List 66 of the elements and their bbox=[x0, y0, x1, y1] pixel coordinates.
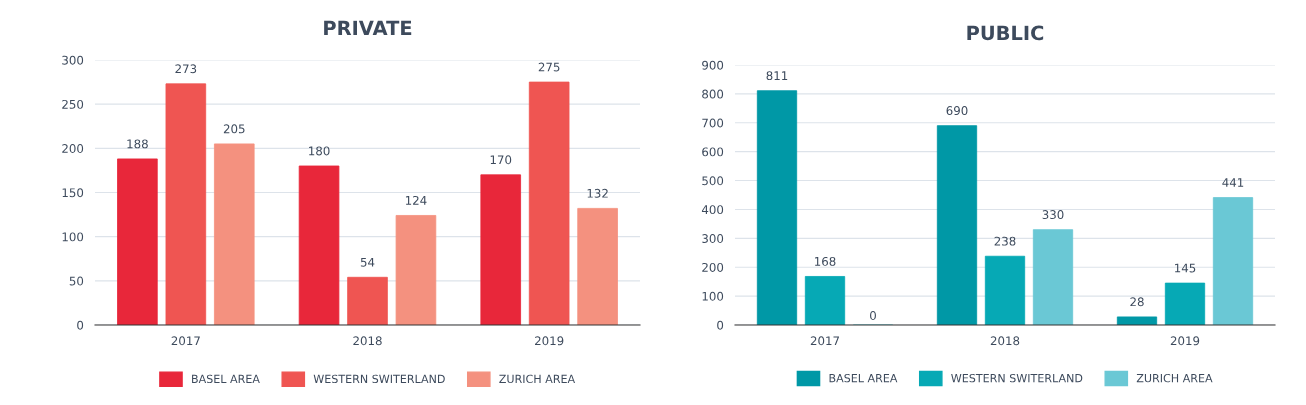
x-tick-label: 2019 bbox=[535, 336, 564, 346]
legend-label: BASEL AREA bbox=[192, 374, 260, 384]
bar bbox=[804, 276, 846, 325]
bar bbox=[1212, 197, 1254, 325]
legend-label: WESTERN SWITERLAND bbox=[951, 373, 1083, 383]
legend-label: ZURICH AREA bbox=[1136, 373, 1213, 383]
legend-label: ZURICH AREA bbox=[499, 374, 576, 384]
x-tick-label: 2017 bbox=[810, 336, 840, 346]
data-label: 180 bbox=[309, 146, 330, 156]
y-tick-label: 200 bbox=[702, 262, 724, 272]
legend-label: BASEL AREA bbox=[829, 373, 898, 383]
bar bbox=[298, 165, 340, 325]
x-tick-label: 2019 bbox=[1170, 336, 1200, 346]
data-label: 28 bbox=[1130, 297, 1144, 307]
bar bbox=[117, 158, 158, 325]
data-label: 330 bbox=[1042, 210, 1064, 220]
y-tick-label: 200 bbox=[62, 144, 84, 153]
y-tick-label: 900 bbox=[702, 60, 724, 70]
data-label: 124 bbox=[405, 195, 427, 205]
bar bbox=[214, 143, 255, 325]
y-tick-label: 400 bbox=[701, 205, 724, 215]
y-tick-label: 800 bbox=[702, 89, 724, 99]
data-label: 145 bbox=[1175, 263, 1196, 273]
data-label: 54 bbox=[360, 257, 375, 267]
y-tick-label: 600 bbox=[702, 147, 724, 157]
data-label: 0 bbox=[870, 311, 876, 320]
data-label: 275 bbox=[538, 62, 560, 72]
data-label: 238 bbox=[994, 236, 1016, 246]
x-tick-label: 2018 bbox=[353, 336, 382, 346]
bar bbox=[347, 276, 388, 325]
data-label: 188 bbox=[127, 139, 148, 149]
data-label: 273 bbox=[175, 64, 197, 74]
bar bbox=[165, 83, 207, 325]
bar bbox=[1032, 229, 1074, 325]
y-tick-label: 0 bbox=[77, 320, 84, 330]
x-tick-label: 2018 bbox=[990, 336, 1020, 346]
y-tick-label: 700 bbox=[702, 118, 724, 128]
bar bbox=[395, 215, 437, 325]
y-tick-label: 0 bbox=[717, 320, 724, 330]
legend-label: WESTERN SWITERLAND bbox=[313, 374, 445, 384]
y-tick-label: 100 bbox=[62, 232, 84, 242]
bar bbox=[528, 81, 570, 325]
bar bbox=[936, 125, 978, 325]
data-label: 132 bbox=[587, 188, 608, 198]
y-tick-label: 150 bbox=[62, 188, 84, 198]
bar bbox=[1116, 316, 1158, 325]
y-tick-label: 300 bbox=[62, 55, 84, 65]
bar bbox=[756, 90, 798, 325]
chart-title: PRIVATE bbox=[324, 20, 412, 35]
data-label: 168 bbox=[815, 256, 836, 266]
data-label: 690 bbox=[946, 106, 968, 116]
bar bbox=[984, 255, 1026, 325]
chart-title: PUBLIC bbox=[967, 25, 1044, 41]
bar bbox=[1164, 282, 1206, 325]
bar bbox=[480, 174, 521, 325]
data-label: 170 bbox=[490, 155, 512, 165]
bar bbox=[577, 207, 618, 325]
y-tick-label: 100 bbox=[702, 291, 724, 301]
data-label: 205 bbox=[223, 124, 245, 134]
data-label: 811 bbox=[766, 71, 788, 81]
x-tick-label: 2017 bbox=[171, 336, 200, 346]
y-tick-label: 50 bbox=[69, 276, 84, 286]
data-label: 441 bbox=[1222, 178, 1244, 187]
y-tick-label: 500 bbox=[702, 176, 724, 186]
y-tick-label: 300 bbox=[702, 234, 724, 243]
y-tick-label: 250 bbox=[62, 99, 84, 109]
